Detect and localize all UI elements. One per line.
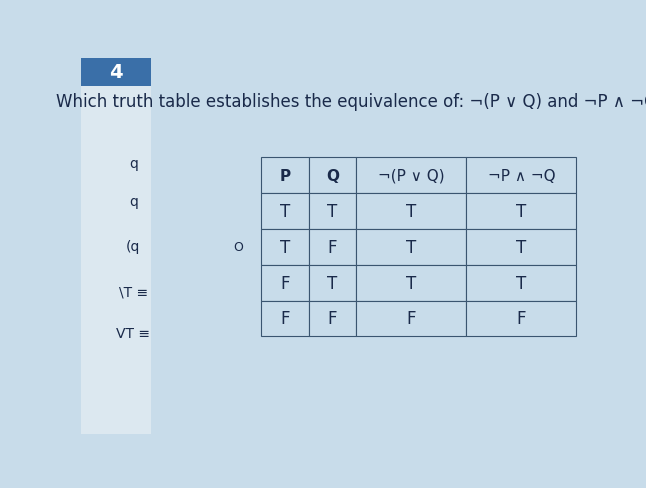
Bar	[466, 229, 576, 265]
Text: F: F	[328, 310, 337, 328]
Text: 4: 4	[109, 63, 123, 82]
Text: T: T	[280, 203, 290, 221]
Bar	[81, 59, 151, 87]
Bar	[309, 194, 356, 229]
Bar	[466, 194, 576, 229]
Text: P: P	[279, 168, 290, 183]
Text: T: T	[516, 203, 526, 221]
Text: T: T	[280, 239, 290, 256]
Bar	[309, 265, 356, 301]
Text: F: F	[406, 310, 416, 328]
Text: T: T	[516, 274, 526, 292]
Bar	[261, 229, 309, 265]
Text: ¬(P ∨ Q): ¬(P ∨ Q)	[378, 168, 444, 183]
Bar	[466, 158, 576, 194]
Text: T: T	[406, 239, 416, 256]
Text: q: q	[129, 194, 138, 208]
Bar	[81, 59, 151, 434]
Bar	[356, 301, 466, 337]
Text: T: T	[406, 274, 416, 292]
Text: F: F	[280, 310, 289, 328]
Bar	[261, 265, 309, 301]
Bar	[261, 194, 309, 229]
Bar	[356, 265, 466, 301]
Bar	[356, 229, 466, 265]
Bar	[309, 301, 356, 337]
Bar	[309, 229, 356, 265]
Text: F: F	[517, 310, 526, 328]
Text: F: F	[280, 274, 289, 292]
Text: O: O	[233, 241, 244, 254]
Text: T: T	[406, 203, 416, 221]
Text: ¬P ∧ ¬Q: ¬P ∧ ¬Q	[488, 168, 555, 183]
Bar	[261, 158, 309, 194]
Text: VT ≡: VT ≡	[116, 326, 151, 340]
Text: Which truth table establishes the equivalence of: ¬(P ∨ Q) and ¬P ∧ ¬Q?: Which truth table establishes the equiva…	[56, 92, 646, 110]
Text: T: T	[516, 239, 526, 256]
Text: T: T	[328, 274, 337, 292]
Text: F: F	[328, 239, 337, 256]
Bar	[261, 301, 309, 337]
Text: q: q	[129, 157, 138, 171]
Text: Q: Q	[326, 168, 339, 183]
Text: \T ≡: \T ≡	[119, 285, 148, 299]
Text: T: T	[328, 203, 337, 221]
Bar	[356, 194, 466, 229]
Text: (q: (q	[126, 240, 141, 253]
Bar	[356, 158, 466, 194]
Bar	[466, 301, 576, 337]
Bar	[466, 265, 576, 301]
Bar	[309, 158, 356, 194]
